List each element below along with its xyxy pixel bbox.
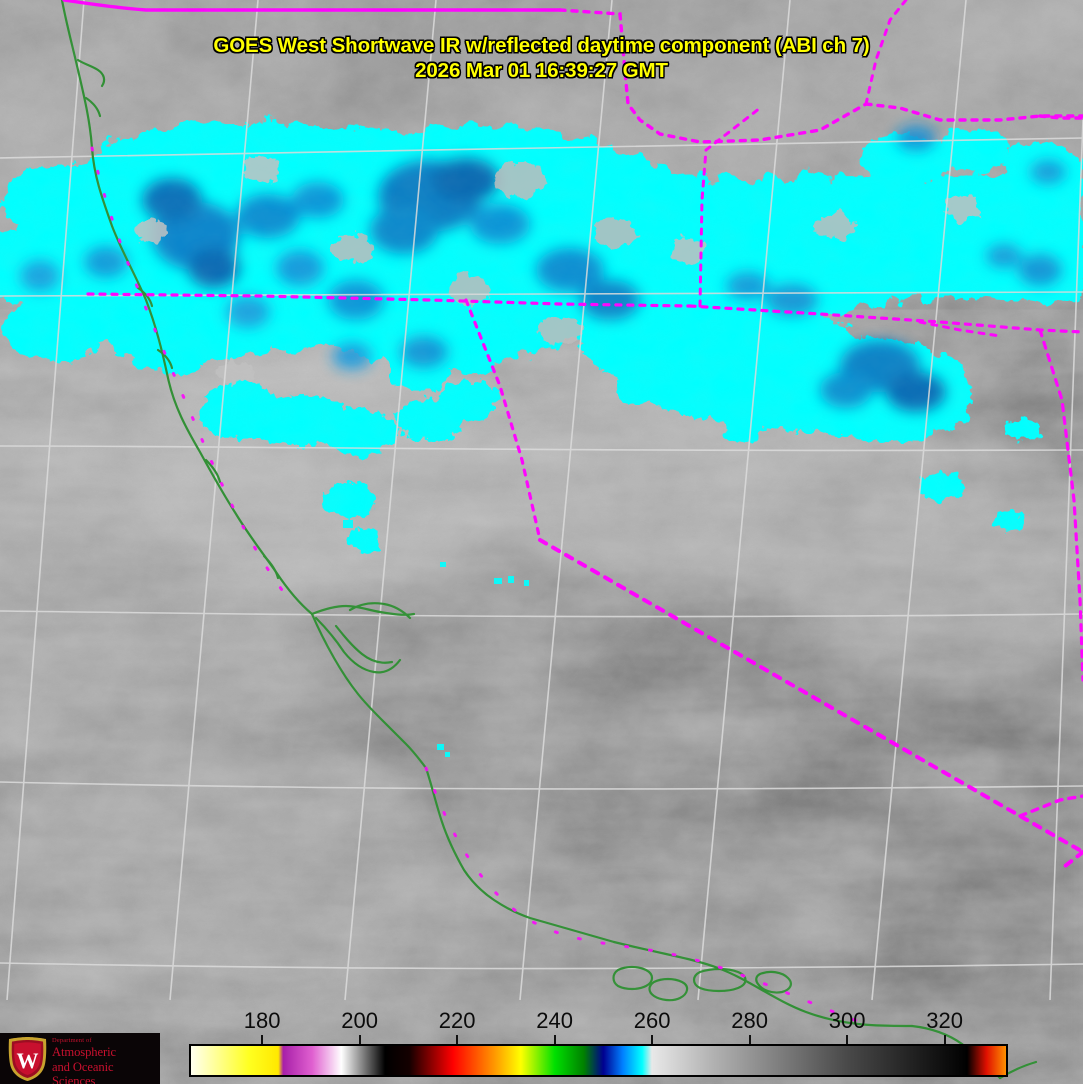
uw-crest-icon: W	[8, 1037, 47, 1081]
logo-line-department: Department of	[52, 1037, 92, 1044]
colorbar-tick-mark	[943, 1035, 946, 1044]
colorbar-tick-label: 200	[341, 1008, 378, 1033]
colorbar	[189, 1044, 1008, 1077]
colorbar-tick-mark	[846, 1035, 849, 1044]
colorbar-tick-mark	[456, 1035, 459, 1044]
colorbar-tick-mark	[553, 1035, 556, 1044]
colorbar-tick-labels: 180 200 220 240 260 280 300 320	[0, 1008, 1083, 1034]
colorbar-tick-label: 240	[536, 1008, 573, 1033]
colorbar-tick-label: 300	[828, 1008, 866, 1033]
colorbar-tick-label: 220	[438, 1008, 476, 1033]
colorbar-tick-mark	[748, 1035, 751, 1044]
colorbar-area: 180 200 220 240 260 280 300 320	[0, 1000, 1083, 1084]
uw-aos-logo: W Department of Atmospheric and Oceanic …	[0, 1033, 160, 1084]
colorbar-tick-label: 180	[243, 1008, 281, 1033]
colorbar-tick-mark	[261, 1035, 264, 1044]
colorbar-tick-label: 260	[633, 1008, 671, 1033]
colorbar-tick-mark	[358, 1035, 361, 1044]
logo-line-oceanic: and Oceanic Sciences	[52, 1059, 114, 1084]
colorbar-tick-label: 320	[926, 1008, 963, 1033]
colorbar-tick-marks	[0, 1035, 1083, 1044]
svg-text:W: W	[17, 1048, 39, 1073]
logo-line-atmospheric: Atmospheric	[52, 1045, 116, 1059]
colorbar-tick-mark	[651, 1035, 654, 1044]
colorbar-tick-label: 280	[731, 1008, 768, 1033]
uw-aos-logo-text: Department of Atmospheric and Oceanic Sc…	[52, 1037, 158, 1084]
